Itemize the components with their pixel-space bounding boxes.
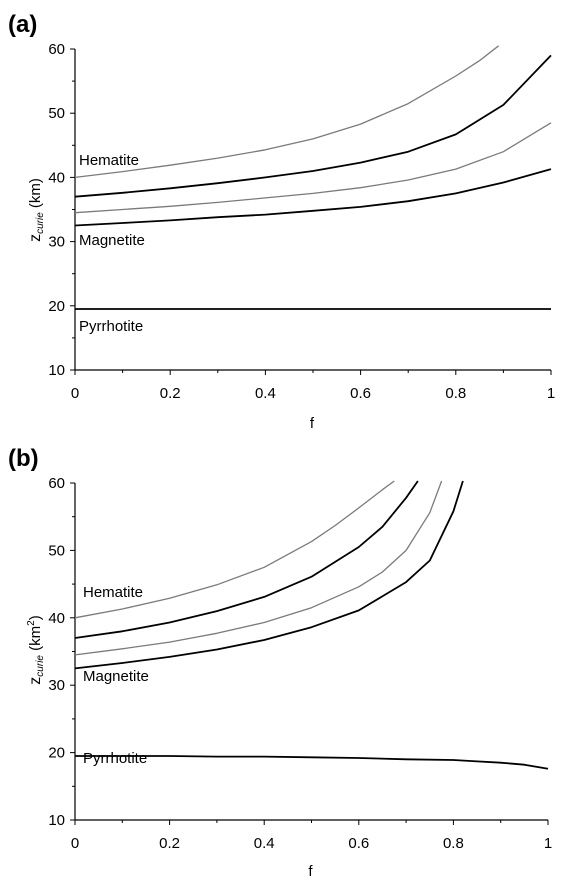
series-line-2 bbox=[74, 480, 419, 639]
annotation-pyrrhotite: Pyrrhotite bbox=[79, 318, 143, 335]
series-line-4 bbox=[74, 168, 552, 227]
y-axis-title: zcurie (km) bbox=[27, 178, 46, 242]
x-tick-label: 0.2 bbox=[160, 385, 181, 402]
y-tick-label: 50 bbox=[48, 105, 65, 122]
x-tick-label: 1 bbox=[547, 385, 555, 402]
series-line-2 bbox=[74, 54, 552, 198]
x-axis-title: f bbox=[308, 863, 313, 880]
x-tick-label: 1 bbox=[544, 835, 552, 852]
annotation-magnetite: Magnetite bbox=[83, 668, 149, 685]
y-tick-label: 10 bbox=[48, 362, 65, 379]
x-tick-label: 0.4 bbox=[255, 385, 276, 402]
panel-label: (b) bbox=[8, 445, 39, 472]
series-line-3 bbox=[74, 122, 552, 214]
y-axis-title: zcurie (km2) bbox=[26, 615, 46, 684]
y-tick-label: 60 bbox=[48, 41, 65, 58]
series-line-1 bbox=[74, 45, 499, 179]
annotation-hematite: Hematite bbox=[79, 152, 139, 169]
x-tick-label: 0 bbox=[71, 385, 79, 402]
x-tick-label: 0.2 bbox=[159, 835, 180, 852]
y-tick-label: 40 bbox=[48, 169, 65, 186]
y-tick-label: 20 bbox=[48, 298, 65, 315]
x-tick-label: 0 bbox=[71, 835, 79, 852]
x-tick-label: 0.6 bbox=[348, 835, 369, 852]
chart-panel-a: (a) 10 20 30 40 50 60 0 0.2 0.4 0.6 0.8 1 f zcurie (km… bbox=[8, 11, 555, 432]
series-line-5 bbox=[75, 755, 549, 770]
annotation-pyrrhotite: Pyrrhotite bbox=[83, 750, 147, 767]
x-tick-label: 0.8 bbox=[443, 835, 464, 852]
y-tick-label: 20 bbox=[48, 745, 65, 762]
annotation-magnetite: Magnetite bbox=[79, 232, 145, 249]
series-line-4 bbox=[74, 480, 464, 670]
y-tick-label: 30 bbox=[48, 234, 65, 251]
x-axis-title: f bbox=[310, 415, 315, 432]
x-tick-label: 0.4 bbox=[254, 835, 275, 852]
y-tick-label: 60 bbox=[48, 475, 65, 492]
y-tick-label: 10 bbox=[48, 812, 65, 829]
panel-label: (a) bbox=[8, 11, 37, 38]
x-tick-label: 0.6 bbox=[350, 385, 371, 402]
y-tick-label: 50 bbox=[48, 542, 65, 559]
x-tick-label: 0.8 bbox=[445, 385, 466, 402]
y-tick-label: 30 bbox=[48, 677, 65, 694]
chart-panel-b: (b) 10 20 30 40 50 60 0 0.2 0.4 0.6 0.8 1 f zcurie (km… bbox=[8, 445, 552, 880]
series-line-3 bbox=[74, 480, 443, 656]
annotation-hematite: Hematite bbox=[83, 584, 143, 601]
y-tick-label: 40 bbox=[48, 610, 65, 627]
series-line-1 bbox=[74, 480, 395, 619]
